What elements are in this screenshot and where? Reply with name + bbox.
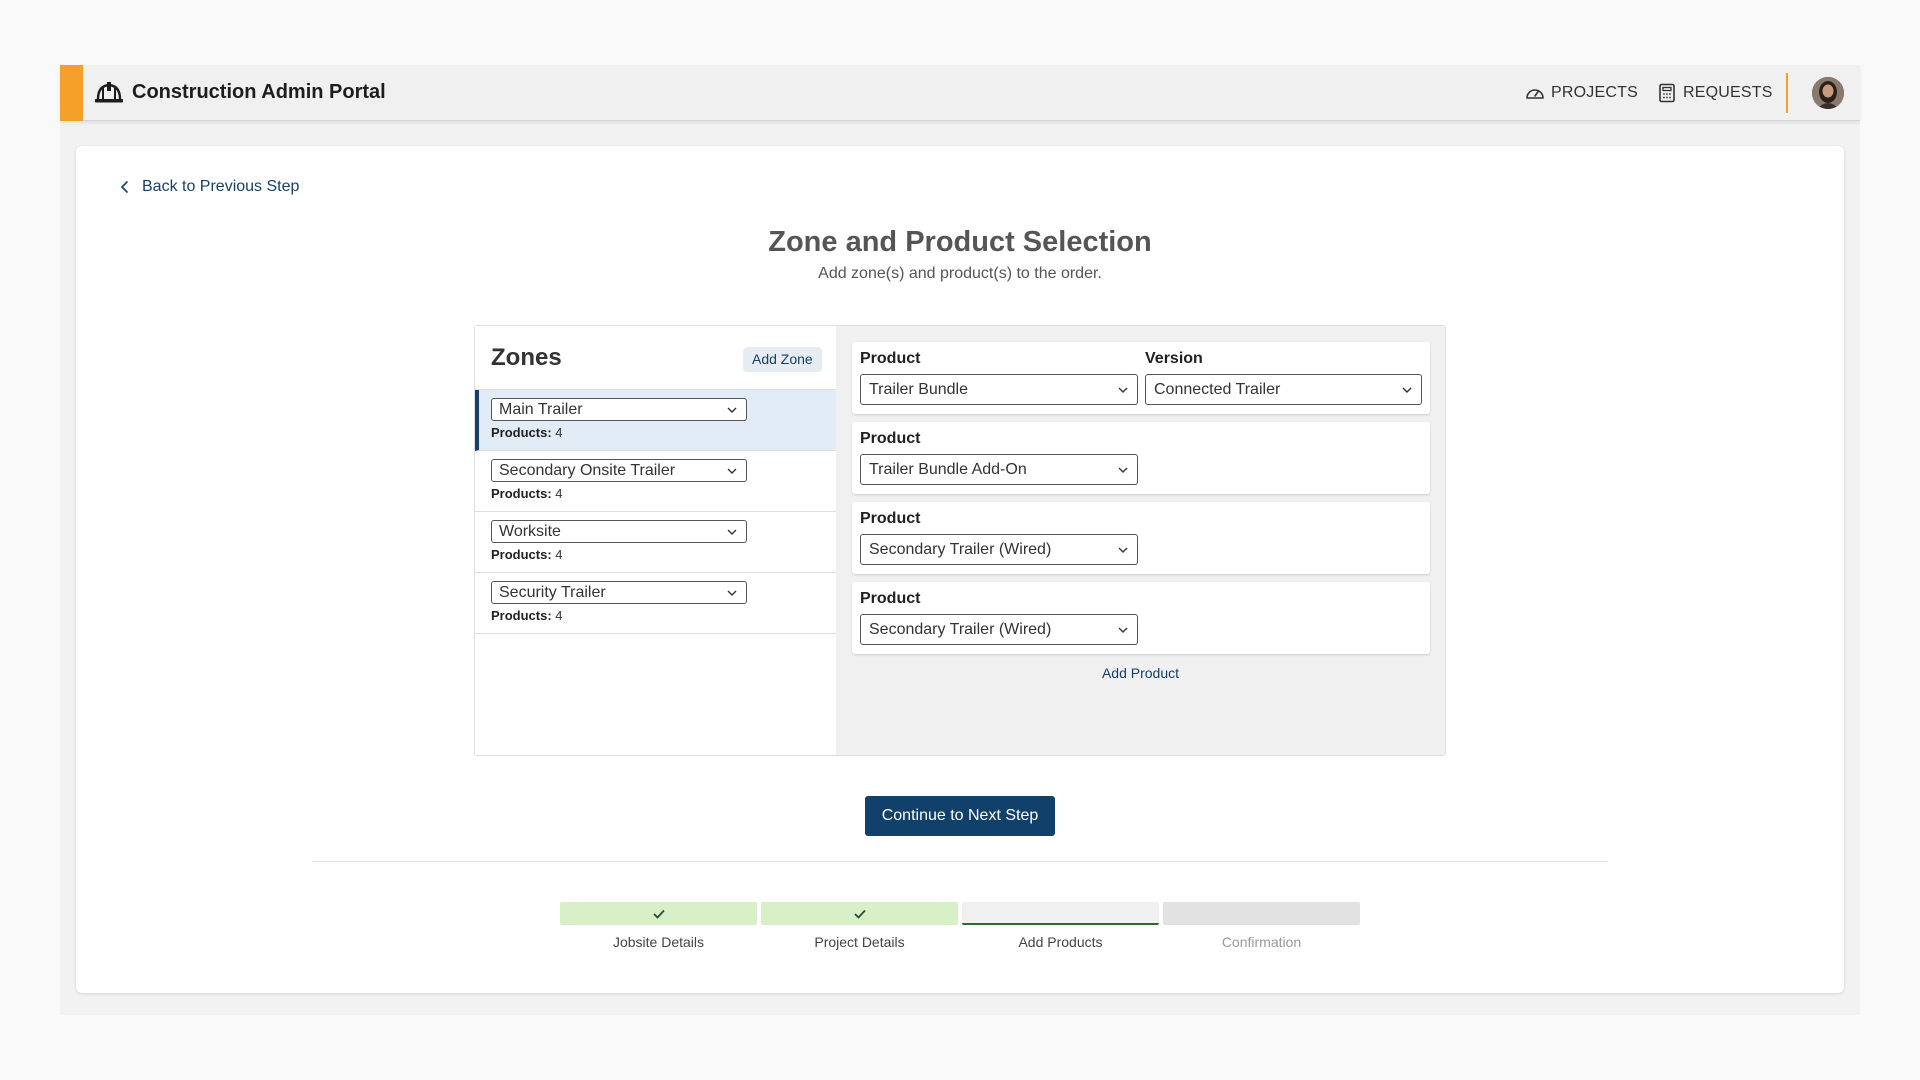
step-label: Project Details	[814, 934, 905, 950]
zone-select[interactable]: Security Trailer	[491, 581, 747, 604]
zone-count-value: 4	[555, 547, 563, 562]
zone-select-value: Secondary Onsite Trailer	[499, 462, 676, 479]
chevron-down-icon	[727, 529, 737, 535]
app-shell: Construction Admin Portal PROJECTS REQUE…	[60, 65, 1860, 1015]
zone-item[interactable]: Worksite Products: 4	[475, 512, 836, 573]
version-select-value: Connected Trailer	[1154, 381, 1281, 398]
step-confirmation: Confirmation	[1163, 902, 1360, 950]
chevron-down-icon	[1118, 547, 1128, 553]
hard-hat-icon	[95, 82, 123, 103]
chevron-down-icon	[1118, 467, 1128, 473]
divider	[312, 861, 1608, 862]
product-label: Product	[860, 350, 921, 367]
zone-select[interactable]: Main Trailer	[491, 398, 747, 421]
app-title: Construction Admin Portal	[132, 81, 386, 103]
product-card: Product Trailer Bundle Version Connected…	[852, 342, 1430, 414]
zone-count-value: 4	[555, 486, 563, 501]
zones-list: Main Trailer Products: 4 Secondary Onsit…	[475, 389, 836, 634]
step-bar	[962, 902, 1159, 925]
continue-button[interactable]: Continue to Next Step	[865, 796, 1055, 836]
avatar[interactable]	[1812, 77, 1844, 109]
main-card: Back to Previous Step Zone and Product S…	[76, 146, 1844, 993]
product-select-value: Trailer Bundle Add-On	[869, 461, 1027, 478]
zone-select[interactable]: Secondary Onsite Trailer	[491, 459, 747, 482]
nav-projects[interactable]: PROJECTS	[1525, 83, 1638, 103]
chevron-down-icon	[1118, 387, 1128, 393]
user-avatar-icon	[1812, 77, 1844, 109]
product-card: Product Secondary Trailer (Wired)	[852, 502, 1430, 574]
zones-heading: Zones	[491, 344, 562, 371]
page-subtitle: Add zone(s) and product(s) to the order.	[818, 265, 1102, 282]
step-bar	[560, 902, 757, 925]
zone-product-panel: Zones Add Zone Main Trailer Products: 4 …	[474, 325, 1446, 756]
back-to-previous-step-link[interactable]: Back to Previous Step	[118, 178, 299, 196]
chevron-down-icon	[727, 468, 737, 474]
step-bar	[1163, 902, 1360, 925]
progress-stepper: Jobsite Details Project Details Add Prod…	[560, 902, 1360, 962]
product-card: Product Secondary Trailer (Wired)	[852, 582, 1430, 654]
step-label: Jobsite Details	[612, 934, 705, 950]
back-link-label: Back to Previous Step	[142, 178, 300, 195]
version-select[interactable]: Connected Trailer	[1145, 374, 1422, 405]
step-project-details: Project Details	[761, 902, 958, 950]
products-column: Product Trailer Bundle Version Connected…	[836, 326, 1445, 755]
step-add-products: Add Products	[962, 902, 1159, 950]
nav-projects-label: PROJECTS	[1551, 84, 1638, 101]
nav-requests[interactable]: REQUESTS	[1657, 83, 1773, 103]
zone-item[interactable]: Main Trailer Products: 4	[475, 390, 836, 451]
step-bar	[761, 902, 958, 925]
zone-select-value: Security Trailer	[499, 584, 606, 601]
product-select-value: Trailer Bundle	[869, 381, 969, 398]
chevron-down-icon	[727, 407, 737, 413]
product-card: Product Trailer Bundle Add-On	[852, 422, 1430, 494]
zone-item[interactable]: Secondary Onsite Trailer Products: 4	[475, 451, 836, 512]
zone-count-label: Products:	[491, 486, 552, 501]
zone-product-count: Products: 4	[491, 547, 836, 562]
product-select[interactable]: Trailer Bundle	[860, 374, 1138, 405]
zone-count-value: 4	[555, 425, 563, 440]
top-navigation-bar: Construction Admin Portal PROJECTS REQUE…	[60, 65, 1860, 121]
add-product-link[interactable]: Add Product	[1101, 665, 1180, 681]
brand-accent-strip	[60, 65, 83, 121]
checkmark-icon	[652, 909, 665, 919]
chevron-down-icon	[727, 590, 737, 596]
chevron-down-icon	[1118, 627, 1128, 633]
page-title: Zone and Product Selection	[768, 226, 1152, 258]
zone-count-label: Products:	[491, 425, 552, 440]
zone-count-label: Products:	[491, 547, 552, 562]
zone-count-value: 4	[555, 608, 563, 623]
zone-product-count: Products: 4	[491, 608, 836, 623]
nav-divider	[1786, 73, 1788, 113]
calculator-icon	[1659, 83, 1675, 103]
chevron-down-icon	[1402, 387, 1412, 393]
chevron-left-icon	[121, 181, 128, 193]
zone-select[interactable]: Worksite	[491, 520, 747, 543]
zone-product-count: Products: 4	[491, 425, 836, 440]
zone-item[interactable]: Security Trailer Products: 4	[475, 573, 836, 634]
product-select[interactable]: Secondary Trailer (Wired)	[860, 534, 1138, 565]
product-label: Product	[860, 510, 921, 527]
zone-select-value: Main Trailer	[499, 401, 583, 418]
add-zone-button[interactable]: Add Zone	[743, 347, 822, 372]
product-select-value: Secondary Trailer (Wired)	[869, 621, 1052, 638]
zone-select-value: Worksite	[499, 523, 561, 540]
product-select[interactable]: Trailer Bundle Add-On	[860, 454, 1138, 485]
zone-count-label: Products:	[491, 608, 552, 623]
gauge-icon	[1526, 89, 1544, 99]
step-jobsite-details: Jobsite Details	[560, 902, 757, 950]
checkmark-icon	[853, 909, 866, 919]
zone-product-count: Products: 4	[491, 486, 836, 501]
step-label: Confirmation	[1221, 934, 1302, 950]
nav-requests-label: REQUESTS	[1683, 84, 1773, 101]
step-label: Add Products	[1018, 934, 1103, 950]
product-label: Product	[860, 430, 921, 447]
product-label: Product	[860, 590, 921, 607]
product-select[interactable]: Secondary Trailer (Wired)	[860, 614, 1138, 645]
version-label: Version	[1145, 350, 1203, 367]
product-select-value: Secondary Trailer (Wired)	[869, 541, 1052, 558]
zones-column: Zones Add Zone Main Trailer Products: 4 …	[475, 326, 836, 755]
